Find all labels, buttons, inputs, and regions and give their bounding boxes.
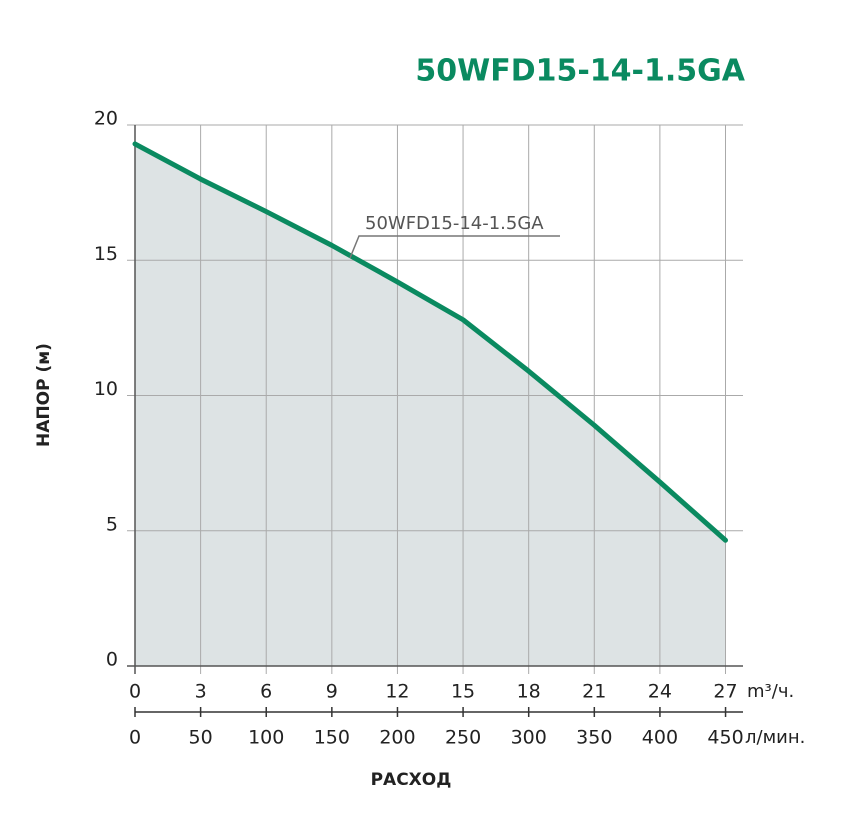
- x2-tick-label: 350: [576, 727, 612, 749]
- annotation: 50WFD15-14-1.5GA: [365, 213, 544, 234]
- x2-tick-label: 250: [445, 727, 481, 749]
- line: [132, 141, 729, 543]
- y-tick-label: 15: [94, 243, 118, 265]
- x2-tick-label: 450: [707, 727, 743, 749]
- x2-tick-label: 400: [642, 727, 678, 749]
- chart-title: 50WFD15-14-1.5GA: [415, 54, 745, 89]
- x2-tick-label: 150: [314, 727, 350, 749]
- x-tick-label: 21: [582, 681, 606, 703]
- x-unit: m³/ч.: [747, 681, 794, 702]
- y-tick-label: 5: [106, 513, 118, 535]
- y-axis-label: НАПОР (м): [34, 343, 54, 447]
- x2-unit: л/мин.: [745, 727, 805, 748]
- x-tick-label: 15: [451, 681, 475, 703]
- x-tick-label: 24: [648, 681, 672, 703]
- x2-tick-label: 200: [379, 727, 415, 749]
- x2-tick-label: 50: [189, 727, 213, 749]
- x-axis-label: РАСХОД: [371, 770, 452, 790]
- x-tick-label: 0: [129, 681, 141, 703]
- area: [135, 143, 726, 666]
- x-tick-label: 12: [385, 681, 409, 703]
- x-tick-label: 9: [326, 681, 338, 703]
- x-tick-label: 6: [260, 681, 272, 703]
- y-tick-label: 10: [94, 378, 118, 400]
- x-tick-label: 3: [195, 681, 207, 703]
- y-tick-label: 0: [106, 649, 118, 671]
- x-tick-label: 27: [713, 681, 737, 703]
- y-tick-label: 20: [94, 108, 118, 130]
- x2-tick-label: 300: [511, 727, 547, 749]
- x2-tick-label: 100: [248, 727, 284, 749]
- leader-line: [349, 235, 560, 259]
- x2-tick-label: 0: [129, 727, 141, 749]
- x-tick-label: 18: [517, 681, 541, 703]
